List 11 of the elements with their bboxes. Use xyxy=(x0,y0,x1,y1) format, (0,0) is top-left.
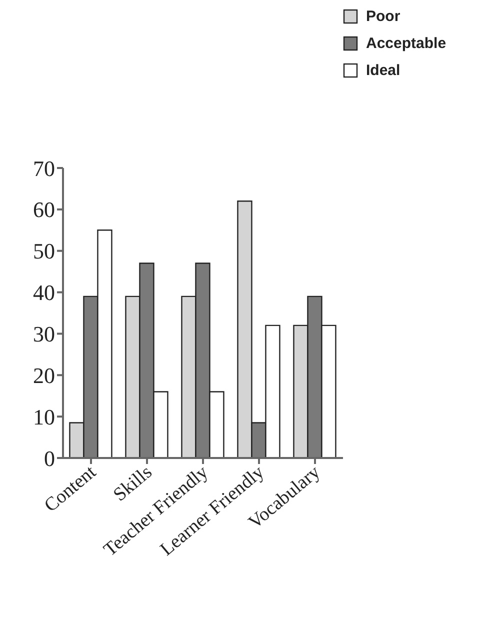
y-tick-label: 70 xyxy=(33,156,55,181)
legend-label: Poor xyxy=(366,8,400,25)
y-tick-label: 10 xyxy=(33,404,55,430)
y-tick-label: 40 xyxy=(33,280,55,306)
y-tick-label: 50 xyxy=(33,238,55,264)
legend-label: Acceptable xyxy=(366,35,446,52)
y-tick-label: 0 xyxy=(44,446,55,471)
y-tick-label: 20 xyxy=(33,362,55,388)
legend-label: Ideal xyxy=(366,62,400,79)
y-tick-label: 60 xyxy=(33,197,55,222)
y-tick-label: 30 xyxy=(33,322,55,347)
